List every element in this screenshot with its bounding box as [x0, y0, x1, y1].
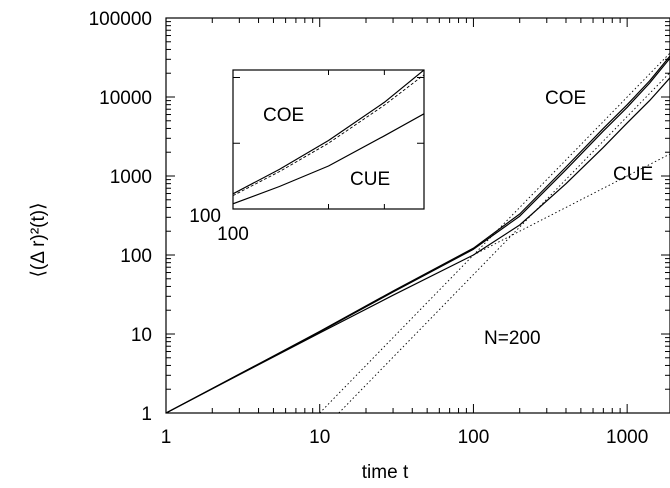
annotation-coe: COE: [545, 88, 586, 109]
main-tick-marks: [165, 17, 670, 414]
main-plot-frame: [165, 17, 670, 414]
inset-x-tick-label: 100: [217, 224, 249, 245]
series-line-5: [473, 153, 670, 256]
series-line-2: [166, 77, 670, 413]
inset-y-tick-label: 100: [189, 206, 221, 227]
x-tick-label: 100: [458, 427, 490, 448]
y-tick-label: 1: [141, 404, 152, 425]
y-tick-label: 1000: [110, 167, 152, 188]
x-tick-label: 1: [161, 427, 172, 448]
inset-series-line-0: [233, 70, 424, 195]
y-tick-label: 100: [120, 246, 152, 267]
x-axis-label: time t: [362, 462, 409, 483]
main-tick-labels: 1 10 100 1000 1 10 100 1000 10000 100000: [89, 9, 649, 448]
inset-series: [233, 70, 424, 205]
inset-plot-frame: [232, 69, 425, 210]
y-axis-label: ⟨(Δ r)²(t)⟩: [28, 203, 49, 278]
inset-series-line-2: [233, 113, 424, 205]
series-line-1: [166, 57, 670, 413]
annotation-cue: CUE: [613, 164, 653, 185]
main-chart: 1 10 100 1000 1 10 100 1000 10000 100000 time t ⟨…: [28, 9, 670, 483]
y-tick-label: 10: [131, 325, 152, 346]
main-series: [166, 52, 670, 413]
y-tick-label: 10000: [99, 88, 152, 109]
x-tick-label: 10: [309, 427, 330, 448]
inset-annotation-coe: COE: [263, 105, 304, 126]
x-tick-label: 1000: [606, 427, 648, 448]
annotation-n: N=200: [484, 328, 541, 349]
y-tick-label: 100000: [89, 9, 152, 30]
inset-annotation-cue: CUE: [350, 169, 390, 190]
inset-tick-marks: [233, 70, 424, 209]
